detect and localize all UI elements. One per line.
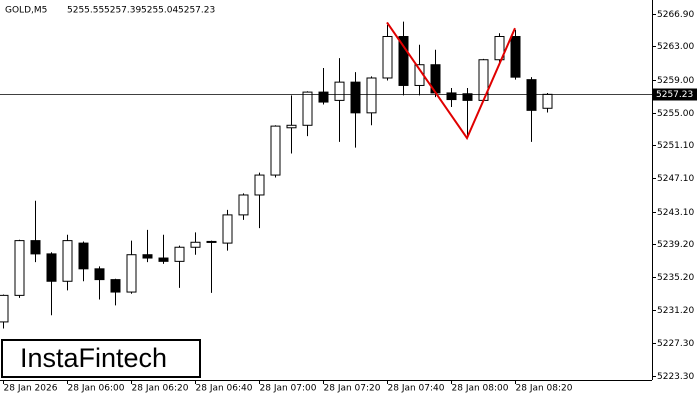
y-tick-label: 5255.00 xyxy=(657,109,694,119)
candle-body xyxy=(494,36,505,61)
header-open: 5255.55 xyxy=(67,6,104,16)
candle-body xyxy=(318,91,329,103)
candle-body xyxy=(206,240,217,243)
y-tick-label: 5251.10 xyxy=(657,141,694,151)
x-tick-label: 28 Jan 06:40 xyxy=(196,384,253,394)
candle-body xyxy=(222,214,233,244)
y-tick-label: 5266.90 xyxy=(657,10,694,20)
symbol: GOLD,M5 xyxy=(5,6,47,16)
price-label-box xyxy=(653,88,697,101)
candle-body xyxy=(14,240,25,296)
header-low: 5255.04 xyxy=(141,6,178,16)
candle-body xyxy=(158,257,169,262)
y-tick-label: 5259.00 xyxy=(657,76,694,86)
candle-body xyxy=(254,174,265,196)
y-tick-label: 5247.10 xyxy=(657,174,694,184)
price-label: 5257.23 xyxy=(656,90,693,100)
y-tick-label: 5239.20 xyxy=(657,240,694,250)
candle-body xyxy=(0,294,9,323)
x-tick-label: 28 Jan 08:20 xyxy=(516,384,573,394)
candle-body xyxy=(78,242,89,270)
plot xyxy=(0,21,652,329)
candle-body xyxy=(446,92,457,101)
candle-body xyxy=(510,36,521,78)
y-tick-label: 5263.00 xyxy=(657,42,694,52)
candle-body xyxy=(270,125,281,176)
candle-body xyxy=(382,36,393,79)
pattern-line xyxy=(386,21,516,141)
x-tick-label: 28 Jan 06:20 xyxy=(132,384,189,394)
x-tick-label: 28 Jan 07:00 xyxy=(260,384,317,394)
y-tick-label: 5243.10 xyxy=(657,208,694,218)
x-tick-label: 28 Jan 2026 xyxy=(4,384,58,394)
candle-body xyxy=(62,240,73,282)
candle-body xyxy=(366,77,377,114)
candle-body xyxy=(30,240,41,255)
candle-body xyxy=(94,268,105,281)
candle-body xyxy=(302,91,313,126)
logo-box xyxy=(1,339,201,378)
candle-body xyxy=(174,246,185,262)
x-tick-label: 28 Jan 06:00 xyxy=(68,384,125,394)
candle-body xyxy=(46,253,57,282)
candle-body xyxy=(526,79,537,111)
y-tick-label: 5223.30 xyxy=(657,372,694,382)
candle-body xyxy=(126,254,137,293)
header-close: 5257.23 xyxy=(178,6,215,16)
candle-body xyxy=(110,279,121,293)
candle-body xyxy=(238,194,249,216)
y-tick-label: 5227.30 xyxy=(657,339,694,349)
candle-body xyxy=(398,36,409,86)
candle-body xyxy=(190,241,201,248)
x-tick-label: 28 Jan 07:20 xyxy=(324,384,381,394)
y-tick-label: 5231.20 xyxy=(657,306,694,316)
y-tick-label: 5235.20 xyxy=(657,273,694,283)
candle-body xyxy=(286,124,297,129)
x-tick-label: 28 Jan 07:40 xyxy=(388,384,445,394)
header-high: 5257.39 xyxy=(104,6,141,16)
candle-body xyxy=(350,81,361,114)
x-tick-label: 28 Jan 08:00 xyxy=(452,384,509,394)
candle-body xyxy=(462,93,473,101)
candle-body xyxy=(142,254,153,259)
candle-body xyxy=(334,81,345,101)
candle-body xyxy=(542,93,553,109)
logo: InstaFintech xyxy=(20,343,167,373)
